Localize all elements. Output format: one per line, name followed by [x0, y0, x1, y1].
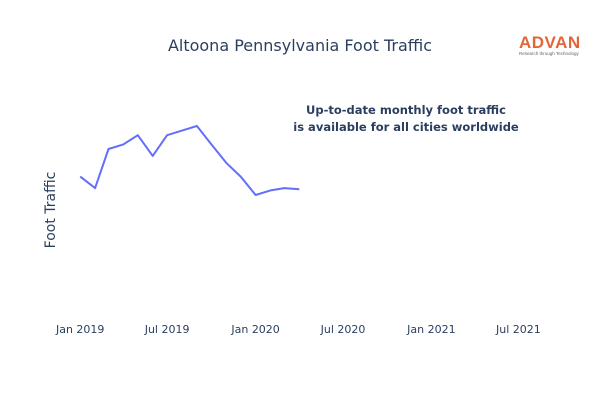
x-tick-label: Jan 2019: [55, 323, 104, 336]
logo-tagline: Research through Technology: [519, 51, 579, 56]
x-tick-label: Jan 2020: [230, 323, 279, 336]
annotation-line-1: Up-to-date monthly foot traffic: [306, 103, 506, 117]
series-line: [79, 125, 300, 196]
x-tick-label: Jul 2020: [320, 323, 366, 336]
x-tick-label: Jul 2021: [495, 323, 541, 336]
x-tick-label: Jan 2021: [406, 323, 455, 336]
annotation-line-2: is available for all cities worldwide: [293, 120, 519, 134]
annotation-box: Up-to-date monthly foot traffic is avail…: [293, 103, 519, 134]
logo-wordmark: ADVAN: [519, 33, 581, 52]
plot-area: [79, 125, 300, 196]
x-tick-label: Jul 2019: [144, 323, 190, 336]
y-axis-label: Foot Traffic: [43, 172, 59, 249]
advan-logo: ADVAN Research through Technology: [519, 33, 581, 56]
chart-title: Altoona Pennsylvania Foot Traffic: [168, 36, 432, 55]
x-axis-ticks: Jan 2019 Jul 2019 Jan 2020 Jul 2020 Jan 2021…: [55, 323, 541, 336]
